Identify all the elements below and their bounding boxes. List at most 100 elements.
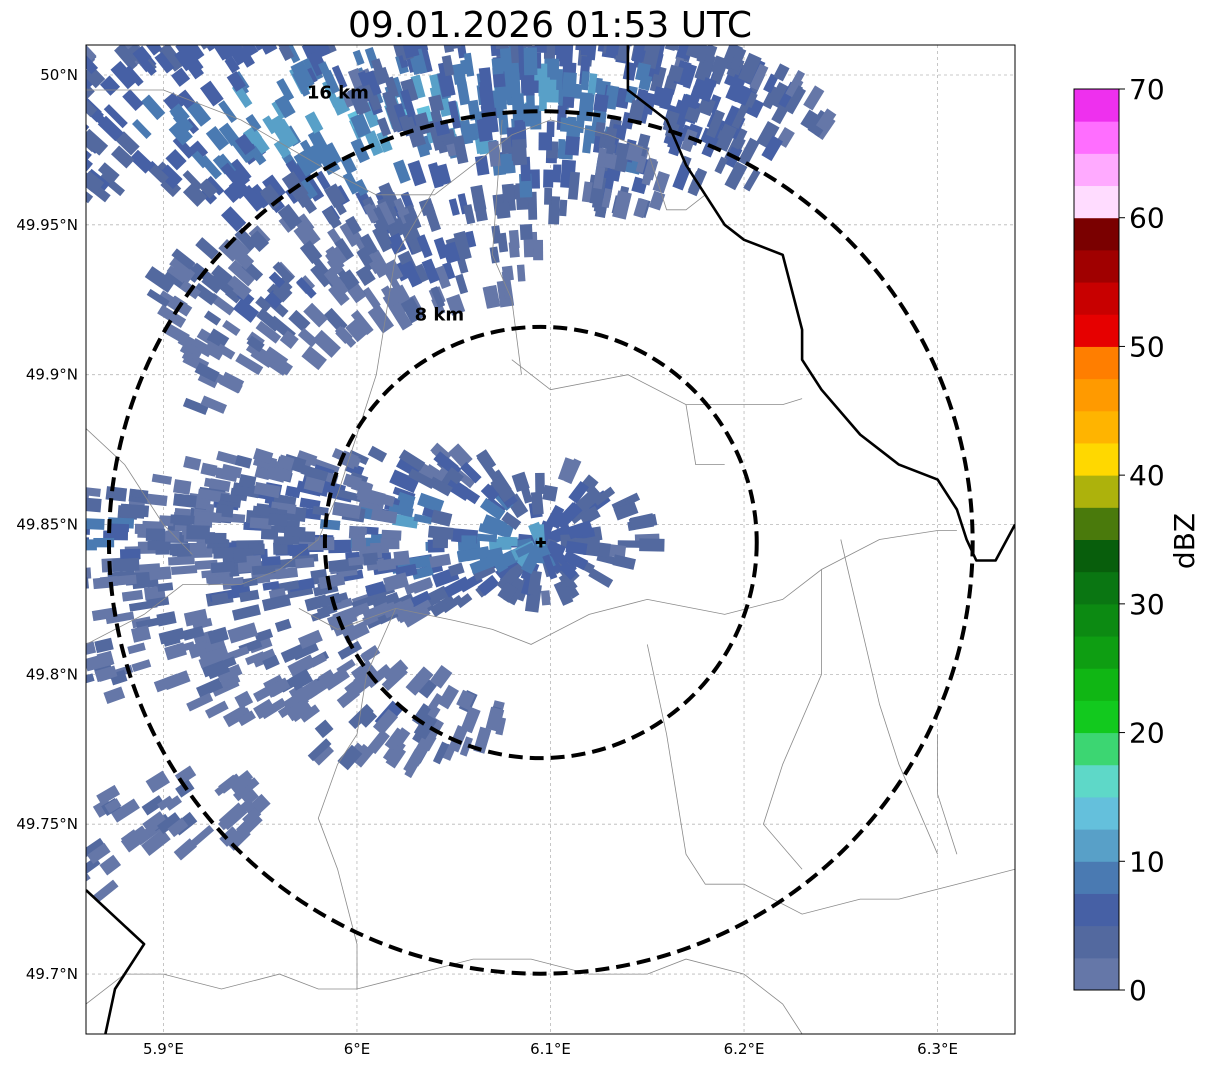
colorbar-bin	[1074, 121, 1119, 154]
radar-bin	[756, 121, 780, 149]
radar-bin	[287, 654, 317, 678]
radar-bin	[86, 842, 111, 864]
radar-bin	[218, 122, 241, 147]
regional-border	[86, 958, 803, 1034]
radar-bin	[377, 117, 392, 137]
radar-bin	[401, 260, 423, 288]
y-axis-ticks: 49.7°N 49.75°N 49.8°N 49.85°N 49.9°N 49.95°N 5…	[16, 66, 78, 983]
radar-bin	[51, 500, 74, 511]
radar-bin	[143, 45, 163, 56]
radar-bin	[404, 577, 434, 595]
radar-bin	[226, 275, 252, 300]
radar-bin	[218, 774, 240, 794]
radar-bin	[194, 511, 222, 524]
radar-bin	[122, 89, 144, 112]
radar-bin	[461, 535, 477, 549]
radar-bin	[441, 241, 461, 264]
regional-border	[86, 428, 193, 555]
radar-bin	[170, 260, 196, 284]
colorbar-bin	[1074, 829, 1119, 862]
national-border	[86, 889, 146, 1034]
radar-bin	[601, 188, 613, 209]
radar-bin	[403, 606, 431, 628]
radar-bin	[154, 51, 175, 74]
radar-bin	[448, 100, 462, 130]
radar-bin	[216, 450, 242, 466]
radar-bin	[0, 135, 21, 157]
radar-bin	[97, 162, 120, 183]
radar-bin	[94, 665, 118, 683]
radar-bin	[268, 513, 288, 527]
radar-bin	[263, 346, 289, 368]
radar-bin	[350, 660, 376, 683]
echo-region-south-center	[282, 659, 507, 779]
radar-bin	[0, 145, 4, 160]
x-tick-label: 5.9°E	[143, 1040, 184, 1058]
radar-bin	[145, 770, 170, 794]
radar-bin	[501, 271, 513, 300]
radar-bin	[54, 547, 73, 557]
national-border	[626, 45, 1015, 562]
radar-bin	[296, 277, 317, 299]
radar-bin	[167, 817, 189, 838]
range-rings: 8 km 16 km	[106, 82, 975, 976]
radar-bin	[131, 659, 152, 673]
radar-bin	[453, 481, 481, 505]
radar-bin	[220, 206, 247, 232]
radar-bin	[800, 109, 820, 131]
radar-bin	[763, 73, 779, 94]
radar-bin	[293, 225, 313, 246]
radar-bin	[378, 182, 399, 210]
radar-bin	[189, 542, 206, 555]
radar-bin	[702, 45, 718, 63]
radar-bin	[235, 353, 264, 376]
radar-bin	[785, 70, 806, 98]
radar-bin	[593, 93, 609, 112]
radar-bin	[303, 302, 328, 328]
radar-bin	[157, 795, 175, 811]
radar-bin	[141, 795, 165, 816]
radar-bin	[131, 489, 147, 499]
radar-bin	[269, 4, 289, 30]
radar-bin	[216, 492, 241, 504]
radar-bin	[253, 447, 274, 464]
radar-bin	[761, 135, 784, 162]
radar-bin	[518, 480, 533, 504]
radar-bin	[262, 174, 286, 201]
regional-border	[86, 188, 435, 645]
radar-bin	[423, 203, 442, 233]
radar-bin	[288, 309, 311, 332]
radar-bin	[203, 340, 226, 361]
radar-bin	[307, 738, 332, 762]
colorbar-tick-label: 50	[1129, 330, 1165, 363]
colorbar-tick-label: 10	[1129, 845, 1165, 878]
radar-bin	[61, 109, 85, 132]
radar-bin	[182, 625, 205, 641]
radar-bin	[223, 185, 241, 204]
radar-bin	[299, 704, 320, 723]
radar-bin	[165, 530, 180, 542]
radar-bin	[358, 82, 375, 101]
radar-bin	[489, 246, 500, 264]
radar-bin	[157, 304, 187, 328]
radar-bin	[212, 45, 233, 61]
radar-bin	[633, 197, 649, 219]
radar-bin	[203, 310, 222, 326]
radar-bin	[165, 149, 187, 171]
radar-bin	[186, 692, 214, 712]
colorbar: 0 10 20 30 40 50 60 70 dBZ	[1073, 73, 1201, 1007]
radar-bin	[48, 102, 70, 123]
radar-bin	[64, 538, 85, 547]
radar-bin	[19, 59, 38, 78]
echo-region-central-cell	[427, 475, 600, 603]
radar-bin	[92, 576, 114, 590]
radar-bin	[252, 45, 278, 55]
radar-bin	[430, 509, 453, 527]
radar-bin	[135, 616, 163, 630]
colorbar-bin	[1074, 893, 1119, 927]
radar-bin	[427, 693, 444, 712]
radar-bin	[497, 232, 509, 253]
radar-bin	[738, 52, 762, 84]
radar-bin	[194, 362, 220, 383]
colorbar-bin	[1074, 603, 1119, 637]
